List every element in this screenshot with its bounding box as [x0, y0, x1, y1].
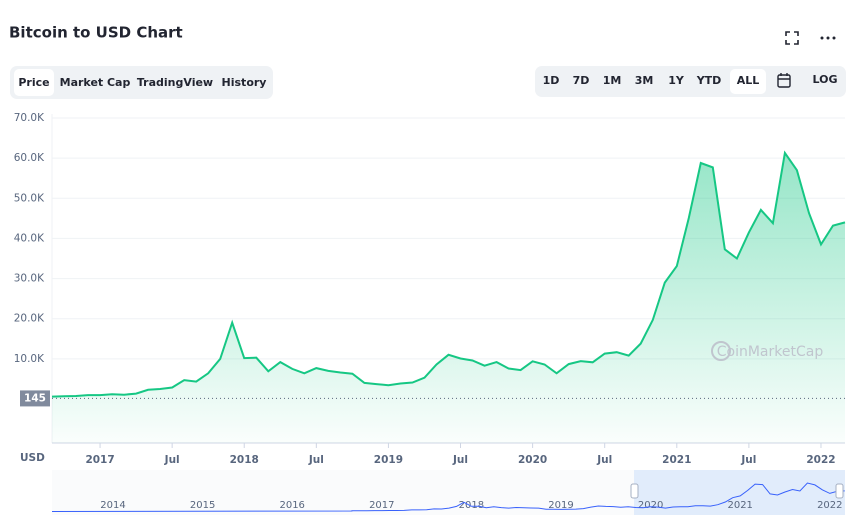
price-area — [52, 152, 845, 443]
y-tick-label: 60.0K — [14, 152, 45, 164]
tab[interactable]: Price — [18, 76, 49, 89]
fullscreen-icon[interactable] — [785, 31, 799, 45]
x-tick-label: 2017 — [85, 454, 114, 466]
x-tick-label: Jul — [740, 454, 756, 466]
x-tick-label: 2018 — [230, 454, 259, 466]
x-tick-label: Jul — [308, 454, 324, 466]
tab[interactable]: TradingView — [137, 76, 213, 89]
navigator-label: 2020 — [638, 500, 663, 511]
watermark: CoinMarketCap — [717, 344, 824, 360]
navigator-label: 2021 — [727, 500, 752, 511]
y-tick-label: 40.0K — [14, 232, 45, 244]
navigator-line — [51, 482, 845, 512]
x-tick-label: 2022 — [806, 454, 835, 466]
range-button[interactable]: 1Y — [668, 74, 685, 87]
title: Bitcoin to USD Chart — [9, 24, 183, 42]
range-button[interactable]: ALL — [737, 74, 760, 87]
x-tick-label: Jul — [452, 454, 468, 466]
y-tick-label: 10.0K — [14, 353, 45, 365]
y-tick-label: 30.0K — [14, 273, 45, 285]
watermark-logo — [711, 341, 731, 361]
range-active-bg — [730, 69, 766, 94]
range-button[interactable]: 1D — [543, 74, 560, 87]
baseline-label-bg — [20, 390, 50, 407]
navigator-label: 2018 — [459, 500, 484, 511]
navigator-label: 2019 — [548, 500, 573, 511]
log-button[interactable]: LOG — [813, 73, 838, 86]
navigator-label: 2014 — [100, 500, 125, 511]
range-button[interactable]: 1M — [603, 74, 622, 87]
navigator-label: 2015 — [190, 500, 215, 511]
navigator-handle[interactable] — [630, 483, 639, 499]
navigator-label: 2016 — [279, 500, 304, 511]
navigator-label: 2017 — [369, 500, 394, 511]
more-icon[interactable] — [820, 36, 836, 40]
x-tick-label: 2021 — [662, 454, 691, 466]
price-line — [51, 150, 846, 398]
navigator-label: 2022 — [817, 500, 842, 511]
range-button[interactable]: 3M — [635, 74, 654, 87]
y-tick-label: 50.0K — [14, 192, 45, 204]
tab-bar — [10, 66, 273, 99]
range-bar — [535, 66, 846, 97]
range-button[interactable]: 7D — [573, 74, 590, 87]
x-tick-label: 2020 — [518, 454, 547, 466]
x-tick-label: 2019 — [374, 454, 403, 466]
range-button[interactable]: YTD — [696, 74, 722, 87]
tab-active-bg — [14, 69, 54, 96]
tab[interactable]: History — [222, 76, 267, 89]
y-tick-label: 70.0K — [14, 112, 45, 124]
x-tick-label: Jul — [164, 454, 180, 466]
navigator-handle[interactable] — [835, 483, 844, 499]
baseline-label: 145 — [24, 392, 46, 404]
y-unit-label: USD — [20, 452, 45, 464]
y-tick-label: 20.0K — [14, 313, 45, 325]
tab[interactable]: Market Cap — [60, 76, 131, 89]
calendar-icon[interactable] — [777, 73, 791, 88]
x-tick-label: Jul — [596, 454, 612, 466]
